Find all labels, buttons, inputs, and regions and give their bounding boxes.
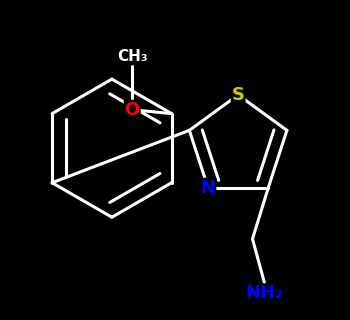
Text: N: N	[201, 179, 216, 197]
Text: O: O	[125, 101, 140, 119]
Text: NH₂: NH₂	[245, 284, 283, 302]
Text: S: S	[232, 86, 245, 104]
Text: CH₃: CH₃	[117, 49, 147, 64]
